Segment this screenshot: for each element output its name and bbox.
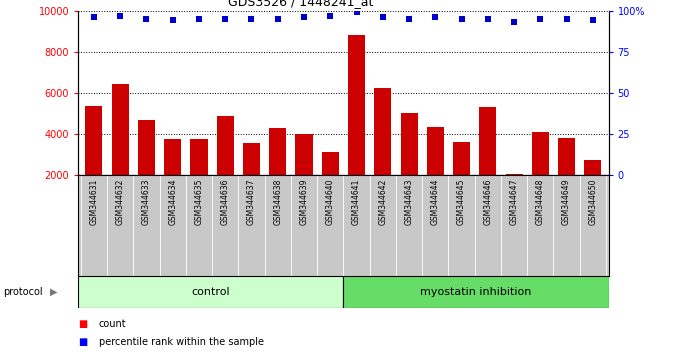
Bar — [479, 107, 496, 175]
Point — [430, 15, 441, 20]
Point — [272, 16, 283, 22]
Text: protocol: protocol — [3, 287, 43, 297]
Bar — [86, 106, 103, 175]
Text: GSM344647: GSM344647 — [509, 178, 519, 225]
Text: myostatin inhibition: myostatin inhibition — [420, 287, 532, 297]
Text: GSM344637: GSM344637 — [247, 178, 256, 225]
Text: GSM344646: GSM344646 — [483, 178, 492, 225]
Bar — [112, 84, 129, 175]
Bar — [453, 142, 470, 175]
Text: ■: ■ — [78, 337, 88, 347]
Point — [325, 13, 336, 18]
Text: GSM344641: GSM344641 — [352, 178, 361, 225]
Point — [456, 16, 467, 22]
Text: control: control — [192, 287, 230, 297]
Text: GSM344631: GSM344631 — [90, 178, 99, 225]
Point — [561, 16, 572, 22]
Bar — [427, 127, 444, 175]
Bar — [269, 128, 286, 175]
Bar — [296, 135, 313, 175]
Bar — [322, 152, 339, 175]
Text: GSM344642: GSM344642 — [378, 178, 388, 225]
Point — [299, 15, 309, 20]
Text: GSM344644: GSM344644 — [431, 178, 440, 225]
Point — [115, 13, 126, 18]
Point — [509, 19, 520, 25]
Text: GSM344643: GSM344643 — [405, 178, 413, 225]
Point — [482, 16, 493, 22]
Bar — [164, 139, 182, 175]
Text: percentile rank within the sample: percentile rank within the sample — [99, 337, 264, 347]
Text: GSM344634: GSM344634 — [168, 178, 177, 225]
Point — [588, 18, 598, 23]
Point — [220, 16, 231, 22]
Bar — [78, 276, 343, 308]
Text: GSM344632: GSM344632 — [116, 178, 124, 225]
Text: GSM344650: GSM344650 — [588, 178, 597, 225]
Point — [167, 18, 178, 23]
Text: GSM344638: GSM344638 — [273, 178, 282, 225]
Text: GSM344648: GSM344648 — [536, 178, 545, 225]
Point — [377, 15, 388, 20]
Point — [141, 16, 152, 22]
Text: GSM344645: GSM344645 — [457, 178, 466, 225]
Point — [404, 16, 415, 22]
Bar — [584, 160, 601, 175]
Text: GSM344636: GSM344636 — [221, 178, 230, 225]
Title: GDS3526 / 1448241_at: GDS3526 / 1448241_at — [228, 0, 373, 8]
Bar — [532, 132, 549, 175]
Point — [246, 16, 257, 22]
Text: GSM344635: GSM344635 — [194, 178, 203, 225]
Bar — [190, 139, 207, 175]
Text: ■: ■ — [78, 319, 88, 329]
Bar — [558, 138, 575, 175]
Bar — [374, 88, 391, 175]
Text: GSM344633: GSM344633 — [142, 178, 151, 225]
Text: GSM344649: GSM344649 — [562, 178, 571, 225]
Bar — [505, 174, 523, 175]
Text: GSM344640: GSM344640 — [326, 178, 335, 225]
Bar — [138, 120, 155, 175]
Text: GSM344639: GSM344639 — [299, 178, 309, 225]
Bar — [217, 116, 234, 175]
Text: count: count — [99, 319, 126, 329]
Bar — [243, 143, 260, 175]
Bar — [348, 35, 365, 175]
Point — [194, 16, 205, 22]
Point — [351, 10, 362, 15]
Text: ▶: ▶ — [50, 287, 57, 297]
Point — [535, 16, 546, 22]
Point — [88, 15, 99, 20]
Bar — [401, 113, 418, 175]
Bar — [343, 276, 609, 308]
